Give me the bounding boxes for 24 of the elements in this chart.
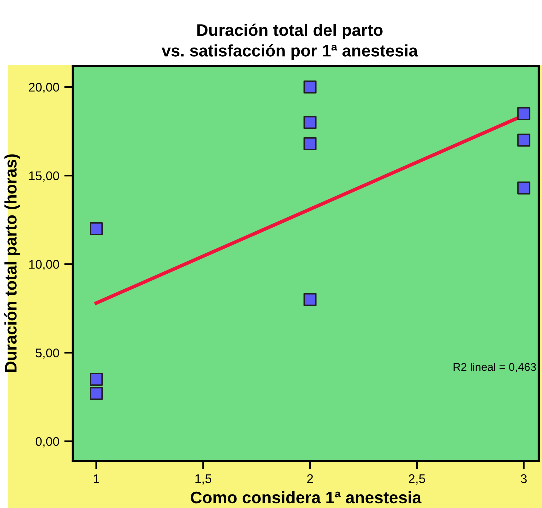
x-axis-title: Como considera 1ª anestesia xyxy=(191,491,422,504)
point xyxy=(518,107,531,120)
y-tick-label: 10,00 xyxy=(29,260,60,271)
y-tick-label: 20,00 xyxy=(29,83,60,94)
y-tick-label: 5,00 xyxy=(36,348,60,360)
y-tick-label: 0,00 xyxy=(36,437,60,448)
x-tick-label: 2,5 xyxy=(409,474,426,485)
annotation: R2 lineal = 0,463 xyxy=(454,362,536,372)
point xyxy=(518,134,531,147)
x-tick-label: 2 xyxy=(307,474,314,484)
point xyxy=(304,293,317,306)
point xyxy=(304,116,317,130)
point xyxy=(90,373,104,386)
chart-title: Duración total del parto vs. satisfacción por 1ª anestesia xyxy=(162,24,418,60)
x-tick-label: 1,5 xyxy=(196,474,212,485)
point xyxy=(90,222,104,236)
y-axis-title: Duración total parto (horas) xyxy=(4,154,20,372)
x-tick-label: 1 xyxy=(94,474,100,484)
x-tick-label: 3 xyxy=(521,474,527,484)
point xyxy=(90,387,104,400)
point xyxy=(304,80,317,94)
point xyxy=(304,137,317,150)
y-tick-label: 15,00 xyxy=(29,172,60,182)
point xyxy=(518,182,531,195)
